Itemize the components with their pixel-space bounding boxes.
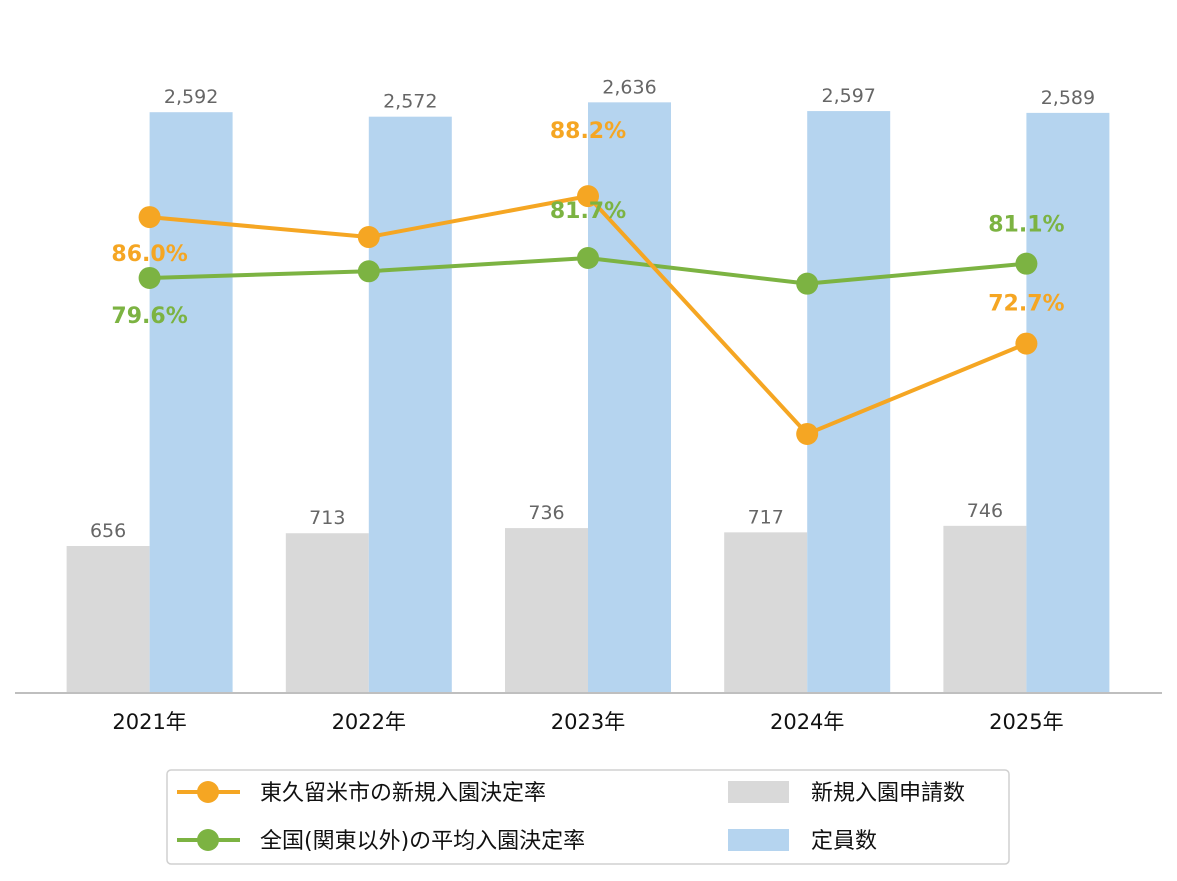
bar-label-applications: 656 <box>90 520 126 542</box>
point-national-rate <box>138 266 161 289</box>
bar-applications <box>285 533 369 693</box>
pct-label-city: 88.2% <box>550 119 626 144</box>
point-city-rate <box>796 422 819 445</box>
bar-label-capacity: 2,572 <box>383 91 437 113</box>
bar-label-applications: 746 <box>967 500 1003 522</box>
legend-bar-swatch <box>728 829 789 851</box>
legend-label: 東久留米市の新規入園決定率 <box>260 781 546 806</box>
legend-label: 全国(関東以外)の平均入園決定率 <box>260 829 585 854</box>
point-national-rate <box>577 246 599 269</box>
x-tick-labels: 2021年 2022年 2023年 2024年 2025年 <box>112 710 1063 734</box>
pct-label-national: 79.6% <box>111 304 187 329</box>
x-tick-label: 2023年 <box>551 710 625 734</box>
x-tick-label: 2025年 <box>989 710 1063 734</box>
legend-item-applications: 新規入園申請数 <box>728 781 965 806</box>
legend-box <box>166 769 1010 865</box>
bar-label-capacity: 2,592 <box>164 86 218 108</box>
pct-label-city: 72.7% <box>988 292 1064 317</box>
x-tick-label: 2021年 <box>112 710 186 734</box>
point-national-rate <box>796 272 819 295</box>
point-city-rate <box>1015 332 1038 355</box>
bar-applications <box>724 532 808 693</box>
x-tick-label: 2024年 <box>770 710 844 734</box>
bar-applications <box>943 525 1027 693</box>
x-tick-label: 2022年 <box>332 710 406 734</box>
legend-label: 新規入園申請数 <box>811 781 965 806</box>
legend-label: 定員数 <box>811 829 877 854</box>
bar-applications <box>505 528 588 693</box>
bar-capacity <box>588 102 671 693</box>
legend-marker-swatch <box>197 781 219 803</box>
legend-item-national-rate: 全国(関東以外)の平均入園決定率 <box>177 829 585 854</box>
bar-label-applications: 713 <box>309 507 345 529</box>
line-value-labels: 86.0% 88.2% 72.7% 79.6% 81.7% 81.1% <box>111 119 1064 329</box>
bar-label-capacity: 2,589 <box>1041 87 1095 109</box>
legend-item-capacity: 定員数 <box>728 829 877 854</box>
bar-capacity <box>807 111 891 693</box>
legend-item-city-rate: 東久留米市の新規入園決定率 <box>177 781 546 806</box>
bar-label-capacity: 2,597 <box>821 85 875 107</box>
point-national-rate <box>1015 252 1038 275</box>
bar-value-labels: 656 2,592 713 2,572 736 2,636 717 2,597 746 2,589 <box>90 76 1095 542</box>
bar-label-capacity: 2,636 <box>602 76 656 98</box>
pct-label-national: 81.1% <box>988 213 1064 238</box>
bars-layer <box>66 102 1110 694</box>
legend-bar-swatch <box>728 781 789 803</box>
pct-label-national: 81.7% <box>550 199 626 224</box>
pct-label-city: 86.0% <box>111 242 187 267</box>
point-city-rate <box>577 185 599 208</box>
bar-capacity <box>368 116 452 694</box>
bar-applications <box>66 546 150 693</box>
point-city-rate <box>357 226 380 249</box>
point-national-rate <box>357 260 380 283</box>
lines-layer <box>138 185 1038 445</box>
bar-label-applications: 717 <box>748 506 784 528</box>
bar-capacity <box>149 112 233 693</box>
legend-marker-swatch <box>197 829 219 851</box>
point-city-rate <box>138 206 161 229</box>
bar-capacity <box>1026 112 1110 694</box>
bar-label-applications: 736 <box>528 502 564 524</box>
